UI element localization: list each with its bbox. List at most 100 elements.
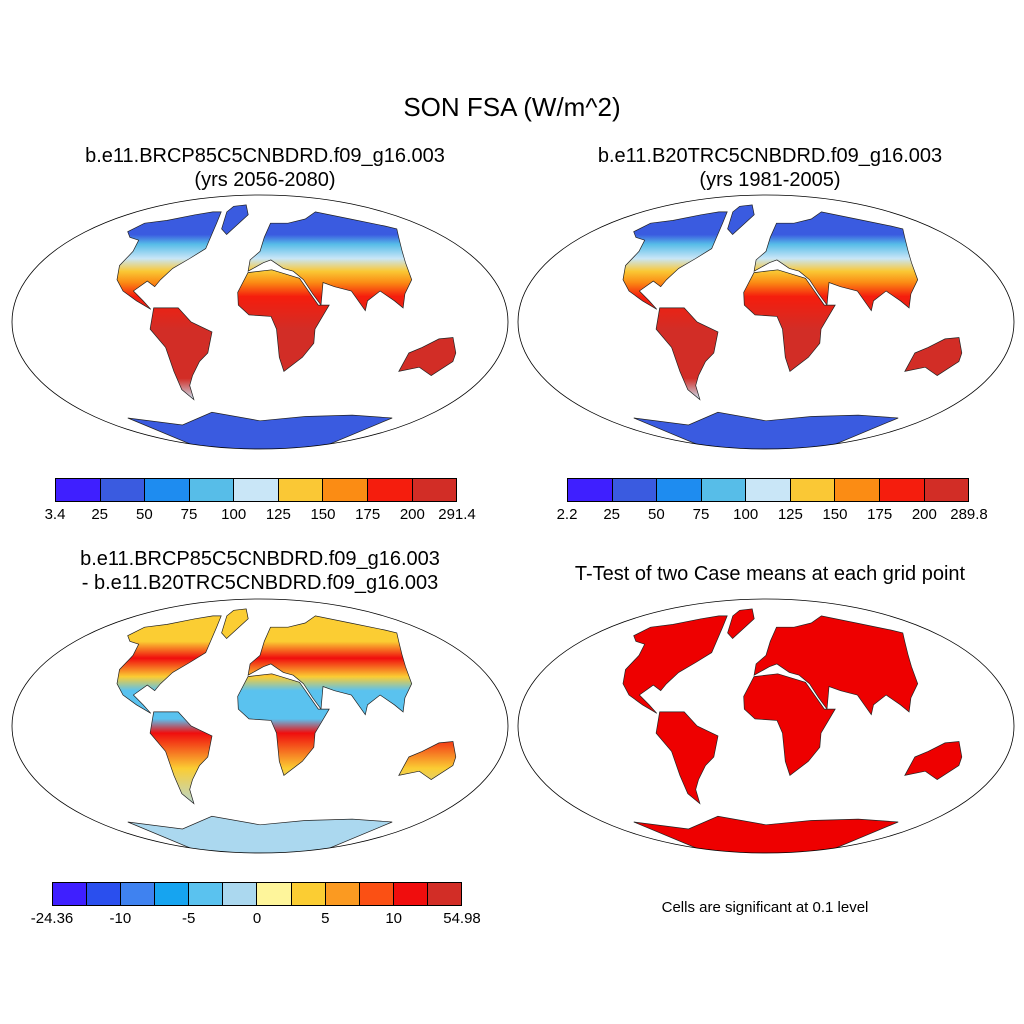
colorbar-a-tick-label: 291.4 [438,506,476,523]
continent-north-america [622,211,728,310]
colorbar-b-box [879,479,925,501]
colorbar-c-tick-label: -10 [109,910,132,927]
colorbar-a-tick-label: 75 [180,506,198,523]
colorbar-b-labels: 2.2 25 50 75 100 125 150 175 200 289.8 [557,506,988,526]
colorbar-c-box [291,883,326,905]
continent-south-america [655,711,719,805]
colorbar-a-tick-label: 100 [221,506,247,523]
colorbar-b-tick-label: 50 [647,506,665,523]
panel-c-case1: b.e11.BRCP85C5CNBDRD.f09_g16.003 [80,548,440,570]
panel-d-title: T-Test of two Case means at each grid po… [574,563,966,585]
continent-north-america [622,615,728,714]
colorbar-a-tick-label: 3.4 [44,506,66,523]
continent-eurasia [753,615,919,716]
continent-south-america [149,307,213,401]
colorbar-a-box [56,479,101,501]
colorbar-b-box [568,479,613,501]
continent-africa [743,673,836,776]
colorbar-c-box [155,883,190,905]
colorbar-a-box [100,479,146,501]
panel-a-case: b.e11.BRCP85C5CNBDRD.f09_g16.003 [85,145,445,167]
colorbar-c-tick-label: 5 [321,910,330,927]
colorbar-a-tick-label: 50 [135,506,153,523]
map-panel-d [517,598,1015,854]
continent-greenland [221,608,249,639]
colorbar-b-tick-label: 150 [822,506,848,523]
continent-north-america [116,615,222,714]
colorbar-c-box [87,883,122,905]
colorbar-a-box [145,479,190,501]
continent-greenland [727,608,755,639]
colorbar-a-tick-label: 175 [355,506,381,523]
colorbar-a-tick-label: 25 [91,506,108,523]
colorbar-b-tick-label: 175 [867,506,893,523]
colorbar-c-box [359,883,394,905]
continent-africa [743,269,836,372]
colorbar-b-tick-label: 125 [777,506,803,523]
continent-africa [237,673,330,776]
colorbar-a-box [412,479,457,501]
colorbar-a-labels: 3.4 25 50 75 100 125 150 175 200 291.4 [45,506,476,526]
colorbar-b-box [746,479,791,501]
colorbar-c-tick-label: -24.36 [30,910,74,927]
continent-australia [904,741,963,781]
map-panel-c [11,598,509,854]
figure-title: SON FSA (W/m^2) [403,92,621,122]
colorbar-b-box [701,479,747,501]
continent-antarctica [633,411,899,449]
map-panel-a [11,194,509,450]
panel-c-title: b.e11.BRCP85C5CNBDRD.f09_g16.003 - b.e11… [10,547,510,595]
map-boundary [517,598,1015,854]
colorbar-c-tick-label: -5 [181,910,196,927]
map-panel-b [517,194,1015,450]
continent-australia [398,741,457,781]
continent-eurasia [247,211,413,312]
continent-antarctica [127,815,393,853]
colorbar-a-tick-label: 125 [265,506,291,523]
continent-south-america [655,307,719,401]
colorbar-c-tick-label: 10 [385,910,402,927]
colorbar-a-box [323,479,368,501]
colorbar-b-box [657,479,702,501]
panel-b-title: b.e11.B20TRC5CNBDRD.f09_g16.003 (yrs 198… [520,144,1020,192]
colorbar-c-tick-label: 0 [252,910,262,927]
map-boundary [11,194,509,450]
continent-australia [904,337,963,377]
continent-greenland [221,204,249,235]
map-boundary [11,598,509,854]
continent-antarctica [127,411,393,449]
colorbar-b-box [835,479,880,501]
colorbar-b-box [924,479,969,501]
continent-eurasia [247,615,413,716]
colorbar-a-tick-label: 150 [310,506,336,523]
map-boundary [517,194,1015,450]
continent-eurasia [753,211,919,312]
continent-south-america [149,711,213,805]
colorbar-b-box [790,479,836,501]
panel-a-title: b.e11.BRCP85C5CNBDRD.f09_g16.003 (yrs 20… [20,144,510,192]
continent-africa [237,269,330,372]
colorbar-c-box [427,883,461,905]
colorbar-c-box [325,883,360,905]
panel-a-years: (yrs 2056-2080) [194,169,336,191]
colorbar-a-box [367,479,413,501]
colorbar-c-tick-label: 54.98 [443,910,481,927]
colorbar-b-box [612,479,658,501]
colorbar-c-box [53,883,88,905]
significance-note: Cells are significant at 0.1 level [661,899,869,916]
colorbar-b-tick-label: 100 [733,506,759,523]
continent-north-america [116,211,222,310]
colorbar-a-box [234,479,279,501]
colorbar-c-box [121,883,156,905]
panel-c-case2: - b.e11.B20TRC5CNBDRD.f09_g16.003 [81,572,439,594]
colorbar-c-box [189,883,224,905]
continent-antarctica [633,815,899,853]
colorbar-c-box [393,883,428,905]
colorbar-c [52,882,462,906]
colorbar-a-box [278,479,324,501]
colorbar-c-box [223,883,258,905]
colorbar-b-tick-label: 289.8 [950,506,988,523]
colorbar-a [55,478,457,502]
colorbar-b-tick-label: 75 [692,506,710,523]
colorbar-b-tick-label: 25 [603,506,620,523]
